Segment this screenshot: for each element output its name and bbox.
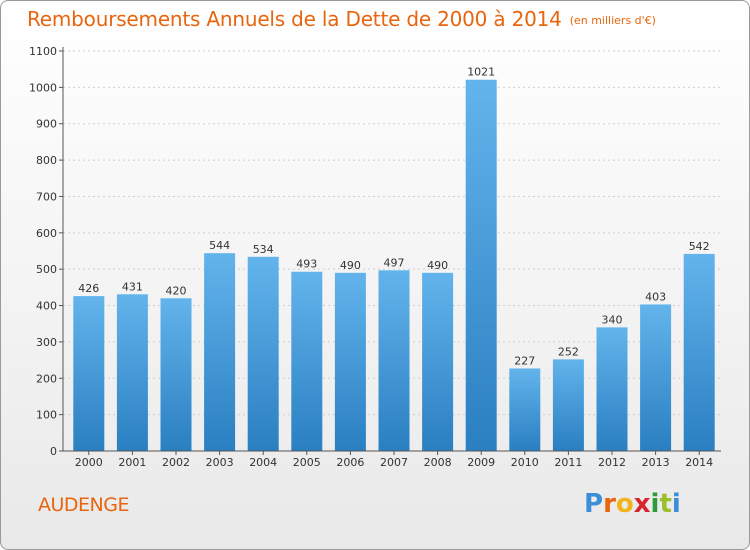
data-label: 544 (209, 239, 230, 252)
logo-letter: r (603, 489, 616, 519)
bar (422, 272, 454, 451)
data-label: 542 (689, 240, 710, 253)
data-label: 490 (340, 259, 361, 272)
data-label: 426 (78, 282, 99, 295)
x-tick-label: 2001 (118, 456, 146, 469)
bar (247, 256, 279, 451)
x-tick-label: 2011 (554, 456, 582, 469)
x-tick-label: 2003 (206, 456, 234, 469)
proxiti-logo: Proxiti (584, 489, 681, 519)
bar (334, 272, 366, 451)
logo-letter: o (615, 489, 634, 519)
x-tick-label: 2013 (642, 456, 670, 469)
data-label: 493 (296, 258, 317, 271)
logo-letter: i (650, 489, 660, 519)
x-tick-label: 2007 (380, 456, 408, 469)
x-tick-label: 2004 (249, 456, 277, 469)
y-tick-label: 300 (36, 336, 57, 349)
y-tick-label: 1000 (29, 81, 57, 94)
bar (73, 296, 105, 451)
y-tick-label: 800 (36, 154, 57, 167)
bar (160, 298, 192, 451)
bar (465, 79, 497, 452)
data-label: 534 (253, 243, 274, 256)
bars (73, 79, 715, 452)
y-tick-label: 0 (50, 445, 57, 458)
data-label: 420 (166, 284, 187, 297)
bar (116, 294, 148, 451)
data-label: 227 (514, 354, 535, 367)
x-tick-label: 2005 (293, 456, 321, 469)
bar (291, 271, 323, 451)
x-tick-label: 2006 (336, 456, 364, 469)
data-label: 1021 (467, 66, 495, 79)
commune-name: AUDENGE (38, 494, 129, 516)
y-tick-label: 700 (36, 190, 57, 203)
logo-letter: t (659, 489, 672, 519)
y-tick-label: 100 (36, 409, 57, 422)
data-label: 340 (602, 313, 623, 326)
y-tick-label: 900 (36, 118, 57, 131)
x-tick-label: 2012 (598, 456, 626, 469)
x-tick-label: 2002 (162, 456, 190, 469)
x-tick-label: 2000 (75, 456, 103, 469)
unit-note: (en milliers d'€) (569, 14, 656, 27)
y-tick-label: 600 (36, 227, 57, 240)
bar (552, 359, 584, 451)
x-tick-label: 2014 (685, 456, 713, 469)
y-tick-label: 400 (36, 300, 57, 313)
y-tick-label: 200 (36, 372, 57, 385)
x-tick-label: 2010 (511, 456, 539, 469)
axes (59, 47, 721, 455)
x-tick-label: 2009 (467, 456, 495, 469)
chart-title: Remboursements Annuels de la Dette de 20… (27, 7, 656, 31)
logo-letter: P (584, 489, 604, 519)
x-tick-label: 2008 (424, 456, 452, 469)
data-label: 403 (645, 290, 666, 303)
bar (596, 327, 628, 451)
data-label: 431 (122, 280, 143, 293)
bar (204, 253, 236, 451)
bar (640, 304, 672, 451)
bar (683, 253, 715, 451)
logo-letter: i (671, 489, 681, 519)
data-label: 252 (558, 345, 579, 358)
title-text: Remboursements Annuels de la Dette de 20… (27, 7, 562, 31)
bar (509, 368, 541, 451)
data-label: 497 (384, 256, 405, 269)
y-tick-label: 500 (36, 263, 57, 276)
y-tick-label: 1100 (29, 45, 57, 58)
data-label: 490 (427, 259, 448, 272)
labels: 0 100 200 300 400 500 600 700 800 900 1000 1100 426 2… (29, 45, 713, 469)
logo-letter: x (633, 489, 651, 519)
bar (378, 270, 410, 451)
